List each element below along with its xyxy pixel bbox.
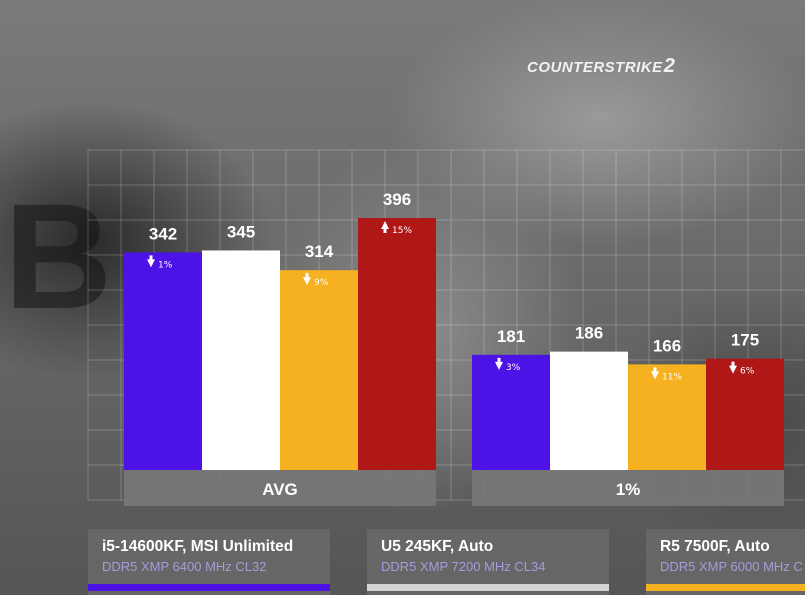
- bar: [628, 364, 706, 470]
- bar: [472, 354, 550, 470]
- legend-memory-spec: DDR5 XMP 6400 MHz CL32: [102, 559, 267, 574]
- bar-diff-label: 9%: [314, 278, 329, 288]
- bar-value-label: 345: [227, 222, 255, 241]
- legend-memory-spec: DDR5 XMP 6000 MHz C: [660, 559, 803, 574]
- bar-value-label: 175: [731, 331, 759, 350]
- bar-value-label: 166: [653, 336, 681, 355]
- category-band: [472, 470, 784, 506]
- background-letter: B: [4, 172, 113, 340]
- bar-value-label: 396: [383, 190, 411, 209]
- category-label: 1%: [616, 480, 641, 499]
- bar-value-label: 186: [575, 324, 603, 343]
- legend-color-line: [646, 584, 805, 591]
- legend-name: U5 245KF, Auto: [381, 538, 494, 555]
- legend-item-i5-14600kf: i5-14600KF, MSI Unlimited DDR5 XMP 6400 …: [88, 529, 330, 595]
- arrow-down-icon: [729, 361, 737, 374]
- arrow-down-icon: [651, 367, 659, 380]
- bar-diff-label: 15%: [392, 226, 412, 236]
- bar-diff-label: 6%: [740, 367, 755, 377]
- arrow-down-icon: [303, 273, 311, 286]
- legend-color-line: [88, 584, 330, 591]
- legend-name: R5 7500F, Auto: [660, 538, 770, 555]
- legend-name: i5-14600KF, MSI Unlimited: [102, 538, 294, 555]
- bar-diff-label: 3%: [506, 363, 521, 373]
- bar: [202, 250, 280, 470]
- legend-color-line: [367, 584, 609, 591]
- bar: [550, 351, 628, 470]
- logo-word-strike: STRIKE: [604, 59, 663, 76]
- bar-value-label: 181: [497, 327, 525, 346]
- category-label: AVG: [262, 480, 298, 499]
- logo-word-counter: COUNTER: [527, 59, 605, 76]
- arrow-up-icon: [381, 221, 389, 233]
- bar-value-label: 342: [149, 224, 177, 243]
- arrow-down-icon: [495, 357, 503, 370]
- bar-diff-label: 11%: [662, 372, 682, 382]
- legend-item-r5-7500f: R5 7500F, Auto DDR5 XMP 6000 MHz C: [646, 529, 805, 595]
- bar: [124, 252, 202, 470]
- counter-strike-2-logo: COUNTERSTRIKE2: [527, 55, 675, 78]
- legend-memory-spec: DDR5 XMP 7200 MHz CL34: [381, 559, 546, 574]
- category-band: [124, 470, 436, 506]
- arrow-down-icon: [147, 255, 155, 268]
- logo-number: 2: [663, 55, 676, 77]
- bar: [280, 270, 358, 470]
- legend-item-u5-245kf: U5 245KF, Auto DDR5 XMP 7200 MHz CL34: [367, 529, 609, 595]
- bar: [706, 358, 784, 470]
- bar-diff-label: 1%: [158, 260, 173, 270]
- bar-value-label: 314: [305, 242, 334, 261]
- bar: [358, 218, 436, 470]
